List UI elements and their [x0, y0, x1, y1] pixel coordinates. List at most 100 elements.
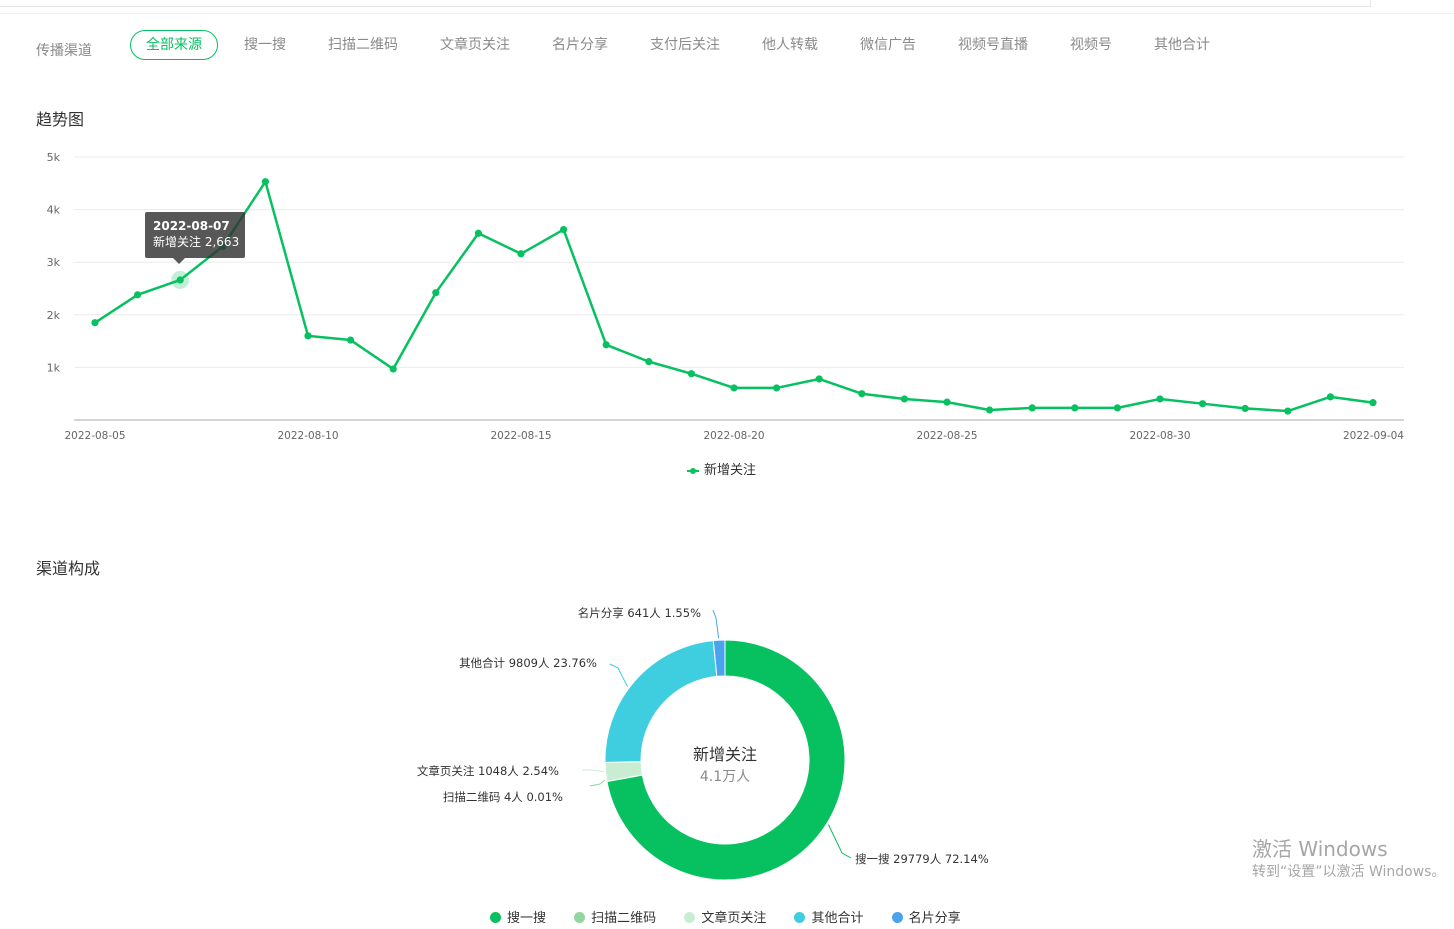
donut-center-subtitle: 4.1万人 — [700, 769, 750, 785]
legend-item-qrcode[interactable]: 扫描二维码 — [574, 907, 656, 926]
data-point — [900, 395, 909, 403]
data-point — [176, 276, 184, 284]
data-point — [432, 289, 440, 297]
data-point — [730, 384, 738, 392]
y-tick-label: 2k — [47, 309, 61, 322]
chart-tooltip: 2022-08-07 新增关注 2,663 — [145, 212, 245, 264]
data-point — [1156, 395, 1164, 403]
series-line — [94, 180, 1374, 413]
data-point — [1199, 400, 1207, 408]
legend-dot — [490, 912, 501, 923]
legend-item-card-share[interactable]: 名片分享 — [891, 907, 961, 926]
x-tick-label: 2022-08-20 — [703, 430, 764, 442]
tooltip-value: 2,663 — [204, 235, 240, 249]
y-tick-label: 1k — [47, 361, 61, 374]
data-point — [602, 341, 610, 349]
y-tick-label: 4k — [47, 204, 61, 217]
tab-article-follow[interactable]: 文章页关注 — [440, 37, 510, 53]
tab-channels-live[interactable]: 视频号直播 — [958, 37, 1028, 53]
data-point — [91, 319, 99, 327]
donut-slice — [712, 639, 726, 677]
tab-reposted[interactable]: 他人转载 — [762, 37, 818, 53]
data-point — [815, 375, 823, 383]
data-point — [687, 370, 696, 378]
donut-slice — [606, 639, 846, 881]
windows-activation-watermark: 激活 Windows 转到“设置”以激活 Windows。 — [1252, 836, 1445, 882]
data-point — [943, 398, 951, 406]
tab-wechat-ads[interactable]: 微信广告 — [860, 37, 916, 53]
tab-search[interactable]: 搜一搜 — [244, 37, 286, 53]
line-legend-marker — [687, 467, 699, 474]
donut-slice-label: 名片分享 641人 1.55% — [578, 606, 701, 620]
tab-other-total[interactable]: 其他合计 — [1154, 37, 1210, 53]
legend-item-search[interactable]: 搜一搜 — [490, 907, 546, 926]
legend-dot — [574, 912, 586, 923]
data-point — [1284, 407, 1292, 415]
x-tick-label: 2022-08-05 — [64, 430, 125, 442]
y-tick-label: 5k — [47, 151, 61, 164]
legend-dot — [891, 912, 903, 923]
tab-card-share[interactable]: 名片分享 — [552, 37, 608, 53]
x-tick-label: 2022-08-15 — [490, 430, 551, 442]
channel-donut-chart: 新增关注 4.1万人 搜一搜 29779人 72.14% 扫描二维码 4人 0.0… — [417, 606, 989, 881]
data-point — [134, 291, 142, 299]
legend-dot — [794, 912, 806, 923]
legend-label: 名片分享 — [908, 911, 961, 926]
tooltip-date: 2022-08-07 — [153, 219, 230, 233]
legend-item-other[interactable]: 其他合计 — [794, 907, 863, 926]
data-point — [261, 178, 269, 186]
x-tick-label: 2022-09-04 — [1343, 430, 1404, 442]
tab-qrcode[interactable]: 扫描二维码 — [328, 37, 398, 53]
donut-center-title: 新增关注 — [693, 745, 757, 764]
tab-all-sources[interactable]: 全部来源 — [130, 30, 218, 60]
data-point — [517, 250, 525, 258]
donut-slice-label: 文章页关注 1048人 2.54% — [417, 764, 559, 778]
donut-slice-label: 其他合计 9809人 23.76% — [459, 656, 597, 670]
data-point — [474, 229, 482, 237]
legend-item-article[interactable]: 文章页关注 — [684, 907, 766, 926]
trend-line-chart: 1k 2k 3k 4k 5k 2022-08-05 2022-08-10 2022-08-15… — [47, 151, 1405, 442]
trend-section-title: 趋势图 — [36, 110, 85, 129]
line-legend-label: 新增关注 — [704, 463, 757, 478]
x-tick-label: 2022-08-10 — [277, 430, 338, 442]
y-tick-label: 3k — [47, 256, 61, 269]
tab-channels[interactable]: 视频号 — [1070, 37, 1112, 53]
data-point — [773, 384, 781, 392]
line-legend-item[interactable]: 新增关注 — [687, 459, 756, 478]
legend-label: 文章页关注 — [701, 911, 767, 926]
legend-label: 其他合计 — [811, 911, 864, 926]
data-point — [986, 406, 994, 414]
legend-label: 搜一搜 — [507, 911, 547, 926]
donut-slice-label: 搜一搜 29779人 72.14% — [855, 852, 989, 866]
donut-leader-line — [582, 769, 604, 773]
donut-leader-line — [609, 663, 629, 687]
x-tick-label: 2022-08-25 — [916, 430, 977, 442]
data-point — [1028, 404, 1036, 412]
tooltip-row: 新增关注 2,663 — [153, 235, 245, 250]
tab-after-payment[interactable]: 支付后关注 — [650, 37, 720, 53]
tooltip-series-label: 新增关注 — [153, 235, 202, 249]
legend-dot — [684, 912, 696, 923]
data-point — [1241, 404, 1249, 413]
data-point — [858, 390, 866, 398]
x-tick-label: 2022-08-30 — [1129, 430, 1190, 442]
data-point — [1326, 393, 1334, 401]
channel-filter-label: 传播渠道 — [36, 43, 92, 59]
data-point — [645, 358, 653, 366]
composition-section-title: 渠道构成 — [36, 559, 101, 578]
donut-leader-line — [589, 779, 605, 787]
donut-leader-line — [712, 609, 720, 639]
data-point — [1071, 404, 1079, 412]
data-point — [1113, 404, 1121, 412]
donut-slice-label: 扫描二维码 4人 0.01% — [443, 790, 563, 804]
legend-label: 扫描二维码 — [591, 911, 657, 926]
donut-legend: 搜一搜 扫描二维码 文章页关注 其他合计 名片分享 — [490, 907, 985, 927]
data-point — [560, 225, 568, 234]
donut-leader-line — [828, 824, 852, 859]
data-point — [1369, 399, 1377, 407]
data-point — [304, 332, 312, 340]
top-divider — [0, 13, 1454, 14]
watermark-line2: 转到“设置”以激活 Windows。 — [1252, 864, 1446, 880]
watermark-line1: 激活 Windows — [1252, 837, 1388, 861]
top-search-bar-edge — [0, 0, 1371, 7]
